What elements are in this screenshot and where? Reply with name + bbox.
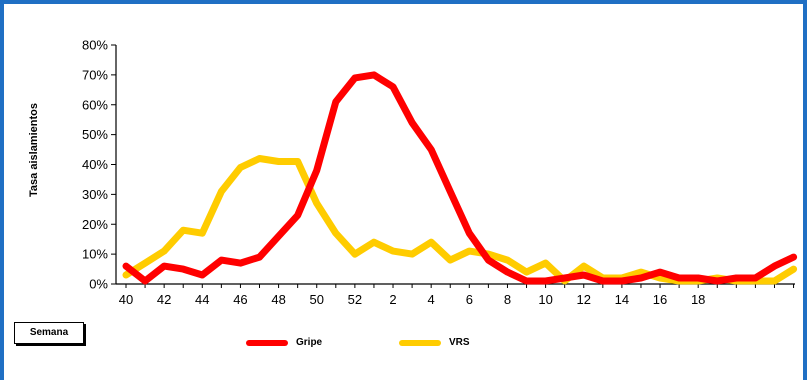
- x-axis-label: Semana: [14, 322, 84, 344]
- y-axis: 0% 10% 20% 30% 40% 50% 60% 70% 80%: [82, 38, 117, 292]
- x-tick-label: 48: [271, 292, 285, 307]
- x-tick-label: 18: [691, 292, 705, 307]
- x-tick-label: 52: [348, 292, 362, 307]
- legend-label-vrs: VRS: [449, 337, 470, 348]
- x-tick-label: 44: [195, 292, 209, 307]
- legend-swatch-vrs: [399, 339, 441, 346]
- series-layer: [122, 71, 798, 285]
- y-tick-label: 50%: [82, 127, 108, 142]
- y-tick-label: 80%: [82, 38, 108, 53]
- y-tick-label: 30%: [82, 187, 108, 202]
- legend-label-gripe: Gripe: [296, 337, 323, 348]
- x-tick-label: 10: [538, 292, 552, 307]
- x-tick-label: 16: [653, 292, 667, 307]
- x-tick-label: 50: [309, 292, 323, 307]
- series-line-gripe: [122, 71, 798, 285]
- y-tick-label: 70%: [82, 67, 108, 82]
- y-tick-label: 40%: [82, 157, 108, 172]
- legend-item-gripe: Gripe: [246, 337, 322, 348]
- y-axis-label: Tasa aislamientos: [28, 103, 40, 197]
- x-axis: 40 42 44 46 48 50 52 2 4 6 8 10 12 14 16 18: [116, 283, 795, 307]
- y-tick-label: 0%: [89, 277, 108, 292]
- x-tick-label: 40: [119, 292, 133, 307]
- y-tick-label: 20%: [82, 217, 108, 232]
- y-tick-label: 60%: [82, 97, 108, 112]
- x-tick-label: 46: [233, 292, 247, 307]
- x-tick-label: 6: [466, 292, 473, 307]
- legend-swatch-gripe: [246, 339, 288, 346]
- x-tick-label: 8: [504, 292, 511, 307]
- x-tick-label: 14: [615, 292, 629, 307]
- x-tick-label: 2: [389, 292, 396, 307]
- legend-item-vrs: VRS: [399, 337, 470, 348]
- x-tick-label: 42: [157, 292, 171, 307]
- x-tick-label: 12: [577, 292, 591, 307]
- y-tick-label: 10%: [82, 247, 108, 262]
- x-tick-label: 4: [428, 292, 435, 307]
